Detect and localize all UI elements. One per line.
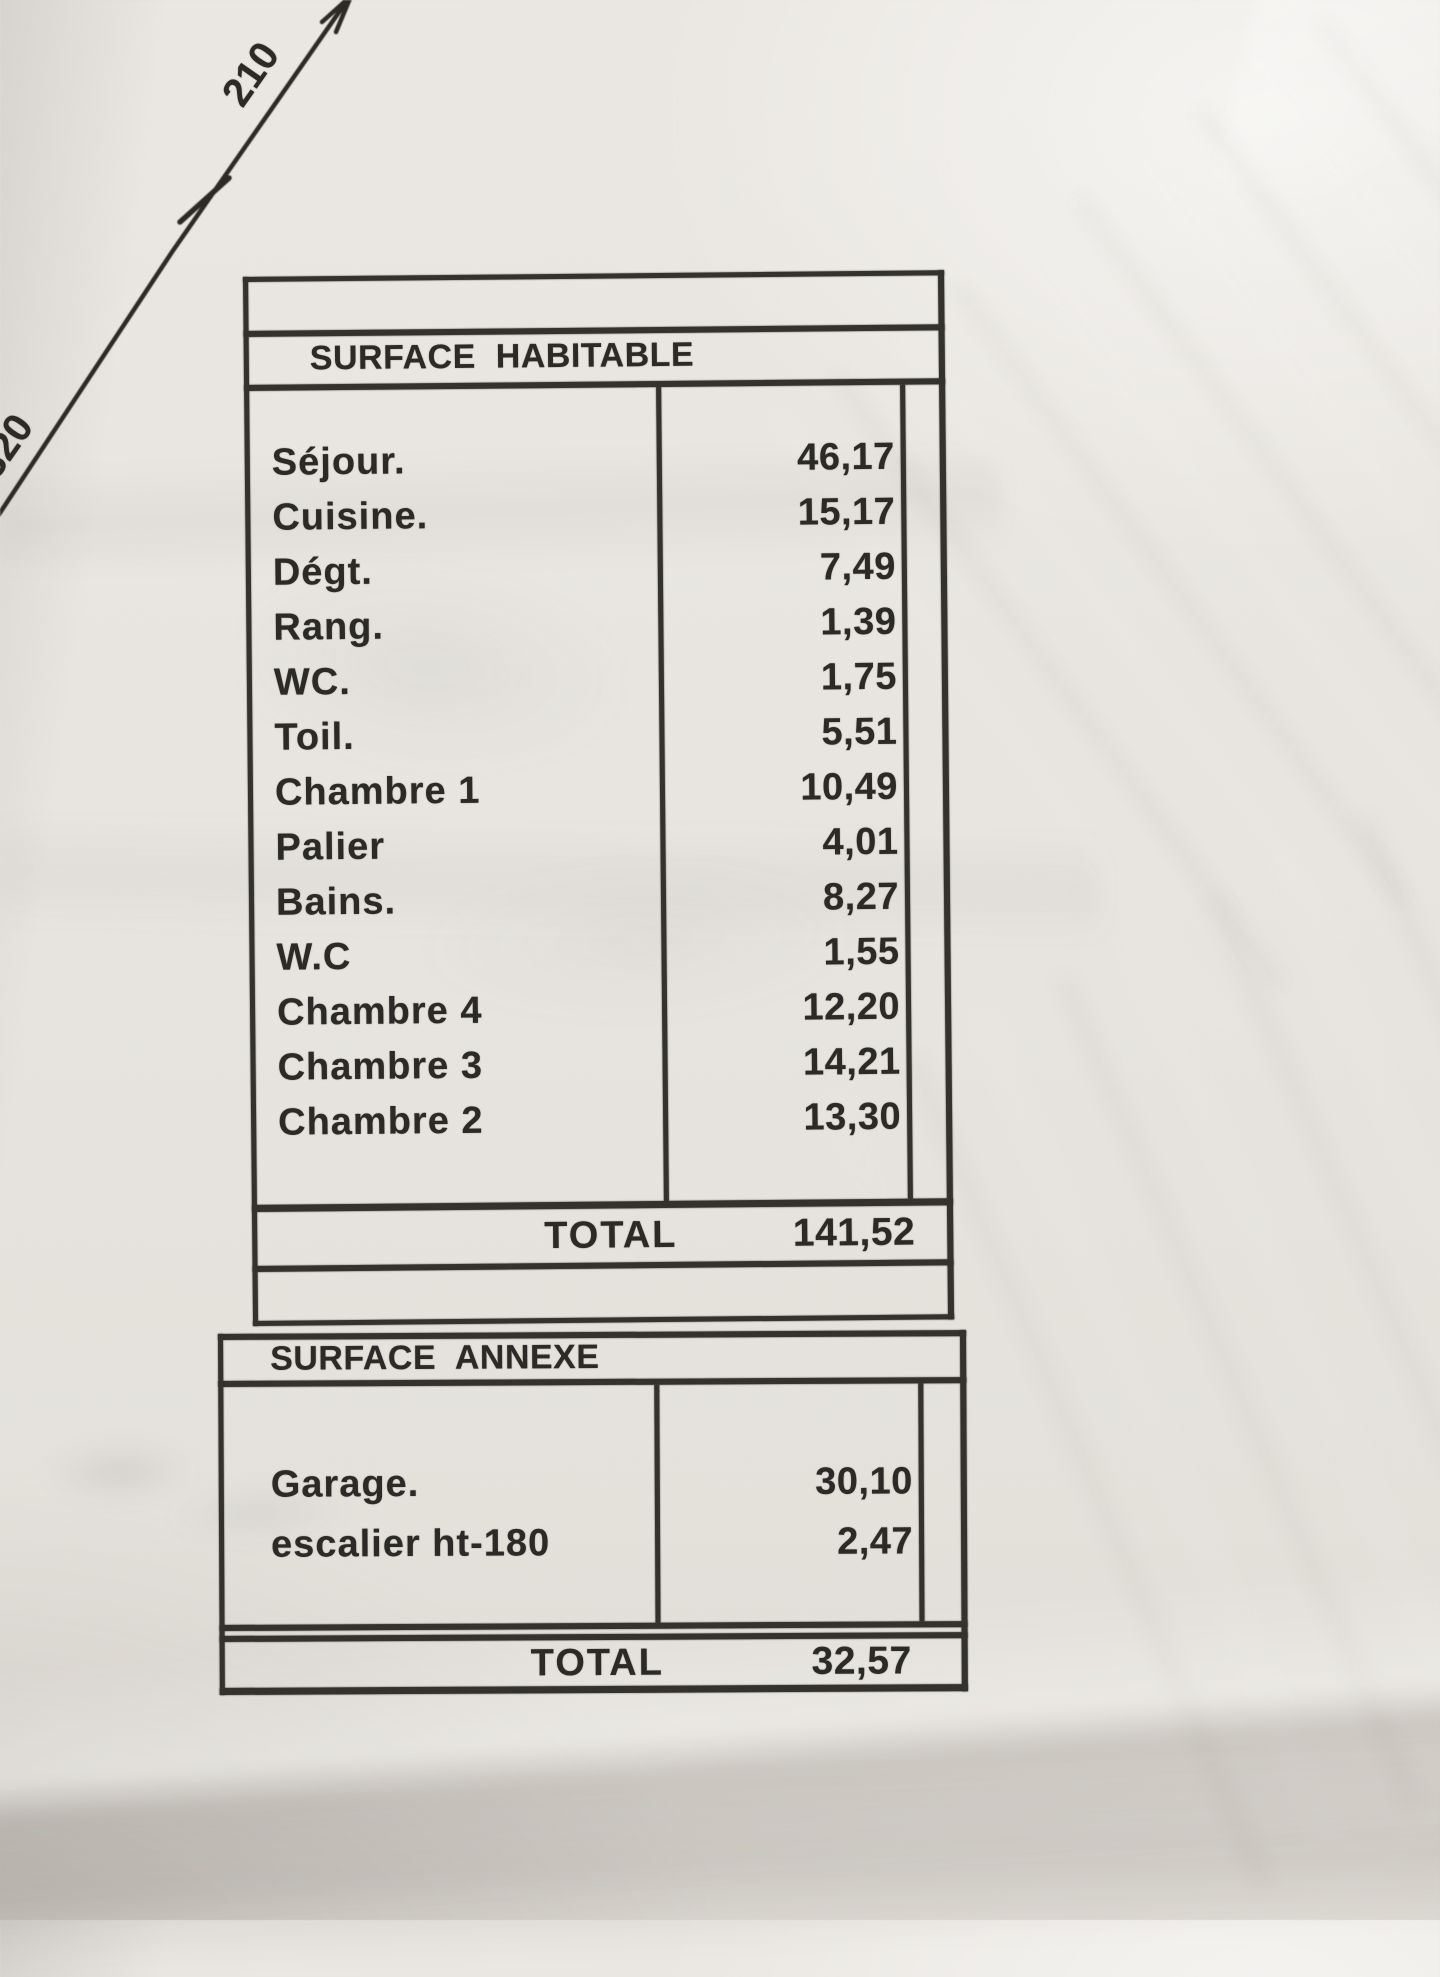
room-label: Garage.: [270, 1462, 420, 1506]
table-row: Cuisine. 15,17: [245, 484, 940, 546]
room-area-value: 30,10: [815, 1460, 913, 1503]
body-bottom-rule: [219, 1621, 968, 1631]
dimension-label-320: 320: [0, 406, 43, 487]
room-area-value: 13,30: [803, 1095, 902, 1139]
room-label: Palier: [275, 825, 386, 869]
room-area-value: 14,21: [802, 1040, 901, 1084]
table-left-border: [218, 1333, 225, 1695]
table-row: Chambre 3 14,21: [250, 1034, 945, 1096]
table-row: Palier 4,01: [248, 814, 943, 876]
table-row: Garage. 30,10: [219, 1452, 961, 1514]
table-row: Toil. 5,51: [247, 704, 942, 766]
table-row: Rang. 1,39: [246, 594, 941, 656]
table-outer-bottom-rule: [253, 1314, 955, 1326]
total-label: TOTAL: [530, 1641, 664, 1685]
room-area-value: 2,47: [837, 1520, 914, 1563]
room-label: Toil.: [274, 715, 355, 759]
table-title: SURFACE HABITABLE: [309, 335, 695, 378]
room-label: escalier ht-180: [270, 1522, 551, 1566]
surface-annexe-table: SURFACE ANNEXE Garage. 30,10 escalier ht…: [218, 1330, 968, 1695]
table-title: SURFACE ANNEXE: [270, 1338, 600, 1378]
room-label: Dégt.: [272, 550, 374, 594]
room-label: Chambre 3: [277, 1044, 484, 1089]
room-label: Cuisine.: [272, 495, 429, 539]
paper-crease: [0, 1742, 1440, 1977]
total-value: 141,52: [792, 1210, 916, 1255]
room-label: Bains.: [275, 880, 397, 924]
room-area-value: 10,49: [800, 765, 899, 809]
room-label: Chambre 4: [276, 989, 483, 1034]
total-label: TOTAL: [544, 1213, 678, 1258]
room-label: Rang.: [273, 605, 385, 649]
surface-habitable-table: SURFACE HABITABLE Séjour. 46,17 Cuisine.…: [243, 267, 955, 1327]
total-row: TOTAL 141,52: [252, 1205, 947, 1266]
room-label: WC.: [273, 660, 351, 704]
table-row: W.C 1,55: [249, 924, 944, 986]
room-area-value: 1,39: [820, 600, 897, 644]
room-area-value: 4,01: [822, 820, 899, 864]
room-area-value: 5,51: [821, 710, 898, 754]
table-row: Chambre 4 12,20: [250, 979, 945, 1041]
room-area-value: 1,75: [820, 655, 898, 699]
table-right-border: [959, 1330, 968, 1692]
table-row: Séjour. 46,17: [245, 429, 940, 491]
table-row: Chambre 2 13,30: [251, 1089, 946, 1151]
total-value: 32,57: [811, 1639, 912, 1683]
room-label: W.C: [276, 935, 352, 979]
room-label: Chambre 1: [274, 769, 481, 814]
dimension-arrowhead-icon: [319, 0, 352, 35]
table-outer-top-rule: [243, 270, 945, 282]
table-row: WC. 1,75: [247, 649, 942, 711]
room-area-value: 1,55: [823, 930, 900, 974]
total-row: TOTAL 32,57: [220, 1638, 962, 1688]
room-area-value: 8,27: [822, 875, 900, 919]
table-row: escalier ht-180 2,47: [219, 1512, 961, 1574]
room-label: Séjour.: [271, 440, 406, 484]
dimension-tick-icon: [177, 175, 232, 225]
room-area-value: 15,17: [797, 490, 896, 534]
room-area-value: 7,49: [819, 545, 897, 589]
room-area-value: 46,17: [796, 435, 895, 479]
table-row: Chambre 1 10,49: [248, 759, 943, 821]
room-label: Chambre 2: [277, 1099, 484, 1144]
table-row: Dégt. 7,49: [246, 539, 941, 601]
room-area-value: 12,20: [802, 985, 901, 1029]
table-row: Bains. 8,27: [249, 869, 944, 931]
paper-corner-fold: [1213, 0, 1440, 255]
dimension-label-210: 210: [213, 34, 289, 115]
